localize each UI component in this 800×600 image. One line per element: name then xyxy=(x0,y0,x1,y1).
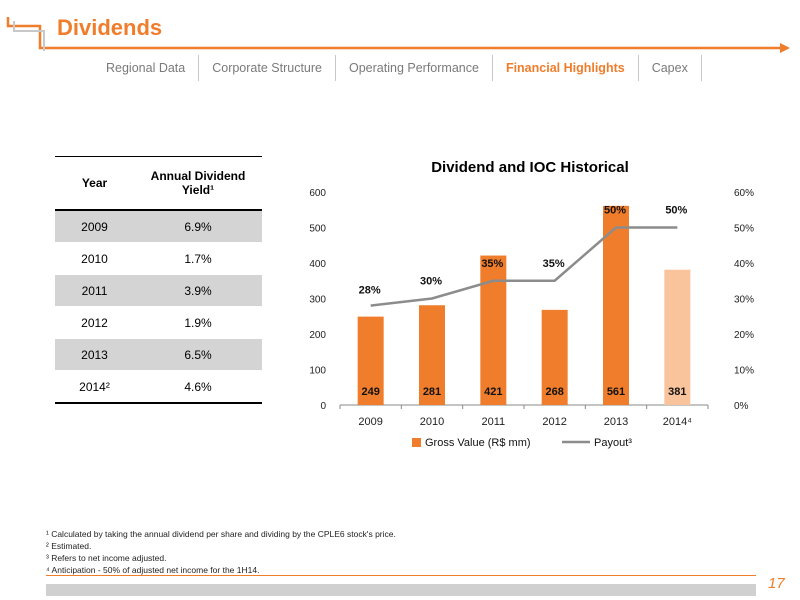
x-tick-label: 2013 xyxy=(604,416,628,428)
x-tick-label: 2009 xyxy=(358,416,382,428)
payout-line xyxy=(370,226,678,307)
yield-cell: 6.9% xyxy=(134,210,262,243)
footnotes: ¹ Calculated by taking the annual divide… xyxy=(46,528,396,576)
yield-cell: 4.6% xyxy=(134,370,262,404)
dividend-yield-table: Year Annual Dividend Yield¹ 2009 6.9% 20… xyxy=(55,156,262,404)
year-cell: 2010 xyxy=(55,242,134,275)
table-row: 2010 1.7% xyxy=(55,242,262,275)
bar-value-label: 281 xyxy=(423,386,441,398)
y-left-tick-label: 100 xyxy=(309,366,326,377)
footnote: ² Estimated. xyxy=(46,541,92,551)
footnote: ³ Refers to net income adjusted. xyxy=(46,553,167,563)
payout-label: 35% xyxy=(481,258,503,270)
y-right-tick-label: 40% xyxy=(734,259,754,270)
table-row: 2011 3.9% xyxy=(55,274,262,307)
footer-divider xyxy=(46,575,756,576)
year-cell: 2014² xyxy=(55,370,134,404)
yield-cell: 1.9% xyxy=(134,306,262,339)
dividend-chart: 0 100 200 300 400 500 600 0% 10% 20% 30% 40% 50% 60% 2… xyxy=(309,188,754,449)
page-title: Dividends xyxy=(57,15,163,40)
yield-cell: 3.9% xyxy=(134,274,262,307)
section-nav: Regional Data Corporate Structure Operat… xyxy=(93,55,702,81)
page-number: 17 xyxy=(768,575,785,592)
bar-value-label: 268 xyxy=(545,386,563,398)
nav-tab-corporate-structure[interactable]: Corporate Structure xyxy=(199,55,336,81)
year-cell: 2009 xyxy=(55,210,134,243)
x-tick-label: 2010 xyxy=(420,416,444,428)
y-right-tick-label: 20% xyxy=(734,330,754,341)
year-cell: 2012 xyxy=(55,306,134,339)
y-right-tick-label: 50% xyxy=(734,224,754,235)
footnote: ¹ Calculated by taking the annual divide… xyxy=(46,529,396,539)
table-row: 2012 1.9% xyxy=(55,306,262,339)
y-left-tick-label: 500 xyxy=(309,224,326,235)
y-right-tick-label: 0% xyxy=(734,401,749,412)
yield-cell: 1.7% xyxy=(134,242,262,275)
table-row: 2014² 4.6% xyxy=(55,370,262,404)
payout-label: 50% xyxy=(665,205,687,217)
bar-value-label: 249 xyxy=(361,386,379,398)
chart-bar xyxy=(357,316,384,405)
x-tick-label: 2014⁴ xyxy=(663,416,692,428)
bar-value-label: 561 xyxy=(607,386,625,398)
chart-bar xyxy=(480,255,507,405)
yield-cell: 6.5% xyxy=(134,338,262,371)
year-cell: 2013 xyxy=(55,338,134,371)
payout-label: 50% xyxy=(604,205,626,217)
bar-value-label: 381 xyxy=(668,386,686,398)
year-column-header: Year xyxy=(55,156,134,211)
chart-bar xyxy=(664,269,691,405)
payout-label: 35% xyxy=(543,258,565,270)
nav-tab-operating-performance[interactable]: Operating Performance xyxy=(336,55,493,81)
legend-label-payout: Payout³ xyxy=(594,437,632,449)
payout-label: 28% xyxy=(359,285,381,297)
bar-value-label: 421 xyxy=(484,386,502,398)
nav-tab-regional-data[interactable]: Regional Data xyxy=(93,55,200,81)
payout-label: 30% xyxy=(420,276,442,288)
yield-column-header: Annual Dividend Yield¹ xyxy=(134,156,262,211)
footer-bar xyxy=(46,584,756,596)
header-arrow-line xyxy=(6,17,790,53)
footnote: ⁴ Anticipation - 50% of adjusted net inc… xyxy=(46,565,260,575)
chart-bar xyxy=(419,305,445,405)
y-right-tick-label: 30% xyxy=(734,295,754,306)
nav-tab-capex[interactable]: Capex xyxy=(639,55,702,81)
chart-bar xyxy=(603,205,629,405)
y-left-tick-label: 300 xyxy=(309,295,326,306)
y-left-tick-label: 400 xyxy=(309,259,326,270)
y-left-tick-label: 200 xyxy=(309,330,326,341)
table-header-row: Year Annual Dividend Yield¹ xyxy=(55,156,262,211)
x-tick-label: 2012 xyxy=(542,416,566,428)
legend-swatch-gross-value xyxy=(412,438,421,447)
chart-title: Dividend and IOC Historical xyxy=(431,159,629,176)
nav-tab-financial-highlights[interactable]: Financial Highlights xyxy=(493,55,639,81)
y-left-tick-label: 0 xyxy=(320,401,326,412)
table-row: 2009 6.9% xyxy=(55,210,262,243)
y-right-tick-label: 10% xyxy=(734,366,754,377)
legend-label-gross-value: Gross Value (R$ mm) xyxy=(425,437,531,449)
chart-bar xyxy=(541,309,568,405)
y-left-tick-label: 600 xyxy=(309,188,326,199)
table-row: 2013 6.5% xyxy=(55,338,262,371)
year-cell: 2011 xyxy=(55,274,134,307)
y-right-tick-label: 60% xyxy=(734,188,754,199)
x-tick-label: 2011 xyxy=(482,416,506,428)
